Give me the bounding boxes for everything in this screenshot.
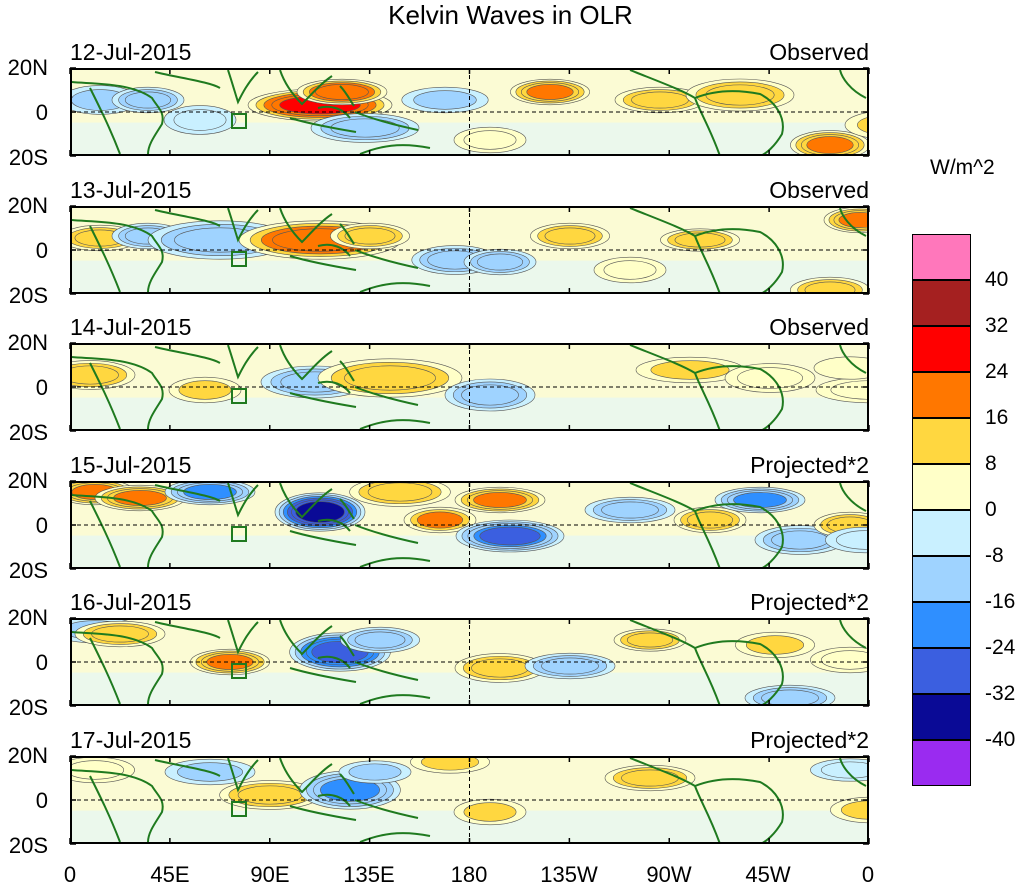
lon-tick: 135E — [343, 862, 395, 887]
colorbar-label: 8 — [985, 452, 997, 475]
lat-tick: 20N — [7, 193, 48, 218]
lat-tick: 0 — [35, 513, 48, 538]
colorbar-label: 0 — [985, 498, 997, 521]
colorbar-swatch — [912, 556, 971, 602]
figure-title: Kelvin Waves in OLR — [388, 0, 633, 30]
lat-tick: 20S — [8, 145, 48, 170]
panel-1-date: 12-Jul-2015 — [70, 39, 192, 65]
lon-tick: 0 — [861, 862, 875, 887]
lat-tick: 20S — [8, 283, 48, 308]
lon-tick: 180 — [450, 862, 488, 887]
map-panel-2 — [70, 206, 869, 294]
lat-tick: 20N — [7, 330, 48, 355]
panel-6-type: Projected*2 — [750, 727, 869, 753]
colorbar-swatch — [912, 418, 971, 464]
colorbar-swatch — [912, 234, 971, 280]
panel-4-date: 15-Jul-2015 — [70, 452, 192, 478]
lat-tick: 20S — [8, 833, 48, 858]
panel-6-date: 17-Jul-2015 — [70, 727, 192, 753]
colorbar-label: -16 — [985, 590, 1016, 613]
lon-tick: 0 — [63, 862, 77, 887]
lon-tick: 135W — [540, 862, 598, 887]
colorbar-swatch — [912, 326, 971, 372]
panel-2-date: 13-Jul-2015 — [70, 177, 192, 203]
lat-tick: 0 — [35, 650, 48, 675]
panel-5-date: 16-Jul-2015 — [70, 589, 192, 615]
colorbar-label: 32 — [985, 314, 1009, 337]
colorbar-label: -8 — [985, 544, 1004, 567]
lat-tick: 0 — [35, 100, 48, 125]
colorbar-label: 24 — [985, 360, 1009, 383]
lat-tick: 20S — [8, 695, 48, 720]
colorbar-label: -32 — [985, 682, 1016, 705]
map-panel-4 — [70, 481, 869, 569]
lon-tick: 90E — [250, 862, 290, 887]
map-panel-6 — [70, 756, 869, 844]
lat-tick: 0 — [35, 375, 48, 400]
map-panel-3 — [70, 343, 869, 431]
colorbar-swatch — [912, 510, 971, 556]
lon-tick: 45E — [150, 862, 190, 887]
colorbar-label: -24 — [985, 636, 1016, 659]
panel-3-type: Observed — [769, 314, 869, 340]
colorbar-label: 40 — [985, 268, 1009, 291]
colorbar-swatch — [912, 694, 971, 740]
lat-tick: 20N — [7, 605, 48, 630]
lon-tick: 45W — [745, 862, 791, 887]
lat-tick: 20S — [8, 420, 48, 445]
colorbar-swatch — [912, 602, 971, 648]
colorbar-swatch — [912, 740, 971, 786]
panel-1-type: Observed — [769, 39, 869, 65]
lat-tick: 20N — [7, 55, 48, 80]
colorbar-swatch — [912, 648, 971, 694]
colorbar-unit: W/m^2 — [930, 156, 995, 179]
colorbar-swatch — [912, 372, 971, 418]
panel-3-date: 14-Jul-2015 — [70, 314, 192, 340]
lon-tick: 90W — [646, 862, 692, 887]
panel-2-type: Observed — [769, 177, 869, 203]
colorbar-label: -40 — [985, 728, 1016, 751]
lat-tick: 0 — [35, 238, 48, 263]
panel-5-type: Projected*2 — [750, 589, 869, 615]
lat-tick: 0 — [35, 788, 48, 813]
lat-tick: 20N — [7, 468, 48, 493]
map-panel-5 — [70, 618, 869, 706]
lat-tick: 20N — [7, 743, 48, 768]
colorbar-swatch — [912, 464, 971, 510]
panel-4-type: Projected*2 — [750, 452, 869, 478]
map-panel-1 — [70, 68, 869, 156]
colorbar-swatch — [912, 280, 971, 326]
lat-tick: 20S — [8, 558, 48, 583]
colorbar-label: 16 — [985, 406, 1009, 429]
